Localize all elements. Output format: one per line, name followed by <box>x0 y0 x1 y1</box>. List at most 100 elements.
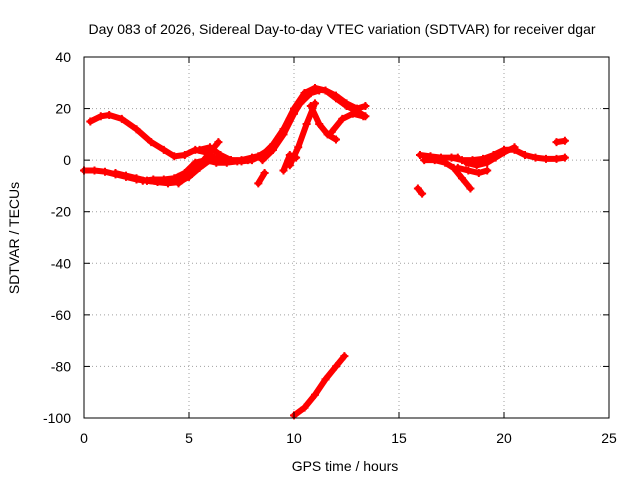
series-track-j <box>306 101 340 144</box>
data-point <box>560 153 569 162</box>
data-point <box>483 158 492 167</box>
data-point <box>311 85 319 94</box>
y-tick-label: -100 <box>43 410 71 426</box>
y-tick-label: 20 <box>55 101 71 117</box>
data-point <box>237 157 246 166</box>
data-point <box>353 104 361 113</box>
data-point <box>258 156 267 165</box>
x-tick-label: 15 <box>391 430 407 446</box>
series-track-h <box>300 85 370 113</box>
data-point <box>216 150 225 159</box>
data-point <box>430 156 439 165</box>
data-point <box>96 112 105 121</box>
data-point <box>212 158 221 167</box>
data-point <box>348 109 357 118</box>
data-point <box>86 117 95 126</box>
data-point <box>321 375 330 384</box>
data-point <box>359 112 368 121</box>
data-point <box>416 150 424 159</box>
series-line <box>454 164 491 176</box>
x-tick-label: 10 <box>286 430 302 446</box>
data-point <box>338 114 347 123</box>
data-point <box>315 120 324 129</box>
data-point <box>279 166 288 175</box>
data-point <box>122 171 130 180</box>
x-tick-label: 25 <box>601 430 617 446</box>
y-tick-label: -80 <box>51 358 71 374</box>
data-point <box>453 163 462 172</box>
data-point <box>483 166 492 175</box>
data-point <box>500 148 508 157</box>
y-tick-label: -20 <box>51 204 71 220</box>
data-point <box>101 167 109 176</box>
data-point <box>306 101 315 110</box>
data-point <box>248 156 256 165</box>
data-point <box>466 184 475 193</box>
series-track-n <box>290 352 349 420</box>
data-point <box>254 179 263 188</box>
data-point <box>418 189 427 198</box>
series-track-k <box>327 109 368 136</box>
series-track-t <box>413 184 427 198</box>
data-point <box>447 153 456 162</box>
data-point <box>195 145 204 154</box>
series-track-u <box>552 136 569 147</box>
series-track-a <box>86 111 219 162</box>
x-tick-label: 20 <box>496 430 512 446</box>
data-point <box>542 154 550 163</box>
data-point <box>441 158 450 167</box>
data-point <box>472 161 481 170</box>
y-axis-label: SDTVAR / TECUs <box>6 182 22 294</box>
data-point <box>159 175 168 184</box>
data-point <box>149 175 158 184</box>
data-point <box>332 362 340 371</box>
data-point <box>292 153 301 162</box>
series-line <box>421 157 474 192</box>
data-point <box>290 109 298 118</box>
data-point <box>552 154 561 163</box>
data-point <box>227 156 235 165</box>
data-point <box>147 138 156 147</box>
data-point <box>521 150 529 159</box>
data-point <box>206 143 214 152</box>
data-point <box>321 86 330 95</box>
data-point <box>300 403 309 412</box>
series-track-l <box>279 150 301 175</box>
data-point <box>327 127 336 136</box>
data-point <box>185 171 193 180</box>
series-track-m <box>254 169 269 188</box>
data-point <box>260 169 269 178</box>
series-track-g <box>258 83 370 165</box>
data-point <box>138 176 147 185</box>
x-tick-label: 0 <box>80 430 88 446</box>
x-axis-label: GPS time / hours <box>292 458 399 474</box>
data-series <box>80 83 569 420</box>
axis-ticks <box>83 56 610 419</box>
data-point <box>302 120 311 129</box>
series-line <box>291 353 348 419</box>
data-point <box>464 166 473 175</box>
data-point <box>531 153 540 162</box>
data-point <box>105 111 114 120</box>
data-point <box>180 150 189 159</box>
series-line <box>139 87 323 184</box>
data-point <box>361 101 370 110</box>
data-point <box>560 136 569 145</box>
data-point <box>294 143 303 152</box>
series-track-r <box>453 163 492 178</box>
x-tick-label: 5 <box>185 430 193 446</box>
data-point <box>552 138 561 147</box>
data-point <box>300 89 309 98</box>
data-point <box>214 138 223 147</box>
data-point <box>170 174 179 183</box>
chart-title: Day 083 of 2026, Sidereal Day-to-day VTE… <box>88 21 595 37</box>
series-track-p <box>420 156 475 193</box>
data-point <box>174 179 183 188</box>
data-point <box>269 145 277 154</box>
data-point <box>458 174 466 183</box>
y-tick-label: -40 <box>51 255 71 271</box>
y-tick-label: 0 <box>63 152 71 168</box>
data-point <box>132 174 141 183</box>
data-point <box>342 99 351 108</box>
